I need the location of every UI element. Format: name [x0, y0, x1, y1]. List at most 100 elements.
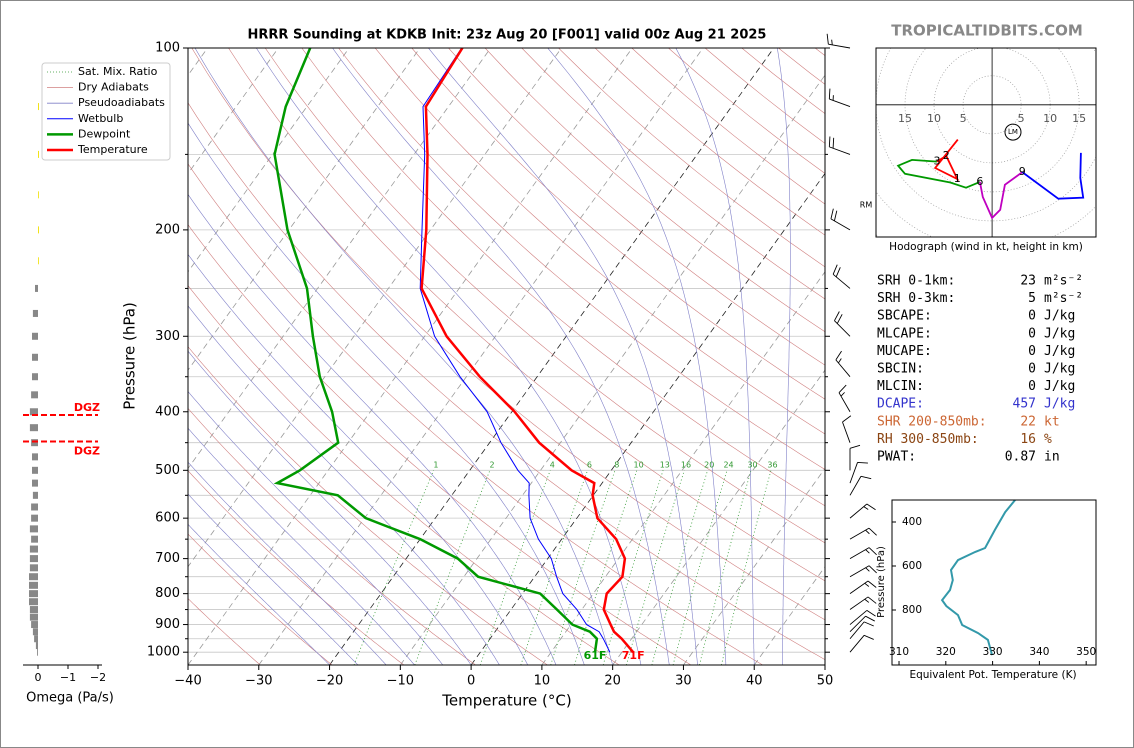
x-tick-label: −30	[245, 674, 272, 689]
dgz-label: DGZ	[74, 401, 100, 414]
wind-barb	[849, 547, 877, 559]
index-unit: J/kg	[1044, 309, 1075, 324]
wind-barb	[849, 527, 877, 540]
dry-adiabat	[188, 598, 261, 665]
storm-motion-label: LM	[1008, 128, 1018, 136]
x-tick-label: −1	[60, 671, 76, 684]
pseudoadiabat	[194, 48, 613, 665]
ring-label: 15	[1072, 112, 1086, 125]
index-value: 0.87	[1005, 450, 1036, 465]
mixing-ratio-line	[574, 470, 638, 665]
dry-adiabat	[301, 48, 825, 507]
theta-e-frame	[891, 499, 1097, 666]
mixing-ratio-line	[602, 470, 664, 665]
index-label: MUCAPE:	[877, 344, 932, 359]
x-tick-label: 320	[936, 646, 956, 658]
mixing-ratio-label: 4	[550, 461, 555, 470]
index-unit: J/kg	[1044, 326, 1075, 341]
profile-line	[419, 48, 611, 653]
y-axis-label: Pressure (hPa)	[876, 546, 887, 618]
y-tick-label: 800	[902, 604, 922, 616]
x-tick-label: 20	[604, 674, 621, 689]
wind-barb	[849, 580, 877, 595]
legend-label: Dewpoint	[78, 127, 131, 140]
legend-label: Wetbulb	[78, 112, 123, 125]
index-label: SBCAPE:	[877, 309, 932, 324]
pseudoadiabat	[188, 523, 330, 665]
y-tick-label: 600	[902, 560, 922, 572]
profile-line	[420, 48, 635, 654]
x-tick-label: 10	[534, 674, 551, 689]
mixing-ratio-label: 13	[660, 461, 670, 470]
pseudoadiabat	[332, 48, 670, 665]
mixing-ratio-line	[414, 470, 491, 665]
omega-bar	[32, 466, 38, 474]
ring-label: 5	[1018, 112, 1025, 125]
omega-bar	[38, 226, 39, 234]
legend-box	[41, 62, 171, 161]
x-tick-label: −10	[387, 674, 414, 689]
wind-barb	[842, 415, 852, 443]
height-label: 1	[954, 172, 961, 185]
y-tick-label: 800	[155, 586, 180, 601]
y-tick-label: 100	[155, 41, 180, 56]
pseudoadiabat	[256, 48, 642, 665]
x-tick-label: 350	[1076, 646, 1096, 658]
dry-adiabat	[521, 48, 825, 300]
mixing-ratio-label: 1	[433, 461, 438, 470]
height-label: 3	[933, 155, 940, 168]
index-label: MLCAPE:	[877, 326, 932, 341]
legend-label: Dry Adiabats	[78, 81, 149, 94]
dry-adiabat	[374, 48, 825, 435]
index-value: 0	[1028, 344, 1036, 359]
dry-adiabat	[188, 346, 548, 665]
dry-adiabat	[411, 48, 825, 400]
y-tick-label: 500	[155, 463, 180, 478]
wind-barb	[849, 610, 876, 625]
x-tick-label: 40	[746, 674, 763, 689]
omega-bar	[32, 479, 38, 487]
mixing-ratio-label: 36	[767, 461, 777, 470]
x-tick-label: −20	[316, 674, 343, 689]
surface-label: 71F	[622, 649, 645, 662]
profile-line	[273, 48, 599, 653]
index-unit: J/kg	[1044, 344, 1075, 359]
dry-adiabat	[338, 48, 825, 470]
chart-title: HRRR Sounding at KDKB Init: 23z Aug 20 […	[248, 28, 767, 43]
omega-bar	[29, 545, 38, 553]
ring-label: 15	[898, 112, 912, 125]
x-tick-label: −40	[174, 674, 201, 689]
omega-bar	[32, 373, 38, 381]
wind-barb	[849, 475, 872, 496]
omega-bar	[32, 491, 38, 499]
index-unit: m²s⁻²	[1044, 291, 1083, 306]
index-value: 23	[1020, 274, 1036, 289]
isotherm	[188, 48, 633, 665]
omega-bar	[29, 555, 38, 563]
height-label: 2	[943, 149, 950, 162]
pseudoadiabat	[777, 48, 791, 665]
dry-adiabat	[448, 48, 825, 366]
ring-label: 5	[960, 112, 967, 125]
omega-bar	[35, 284, 38, 292]
y-axis-label: Pressure (hPa)	[121, 302, 139, 410]
pseudoadiabat	[188, 390, 444, 665]
index-value: 0	[1028, 326, 1036, 341]
omega-bar	[34, 635, 38, 643]
mixing-ratio-label: 20	[704, 461, 714, 470]
omega-bar	[31, 514, 38, 522]
omega-bar	[29, 590, 38, 598]
y-tick-label: 400	[155, 404, 180, 419]
height-label: 9	[1019, 165, 1026, 178]
wind-barb	[849, 615, 875, 633]
hodograph-area	[876, 48, 1096, 237]
index-value: 5	[1028, 291, 1036, 306]
dgz-label: DGZ	[74, 445, 100, 458]
index-unit: in	[1044, 450, 1060, 465]
isotherm	[188, 48, 562, 568]
hodograph-trace	[933, 139, 960, 181]
omega-bar	[29, 424, 38, 432]
y-tick-label: 1000	[147, 645, 180, 660]
index-value: 16	[1020, 432, 1036, 447]
dry-adiabat	[188, 224, 692, 665]
